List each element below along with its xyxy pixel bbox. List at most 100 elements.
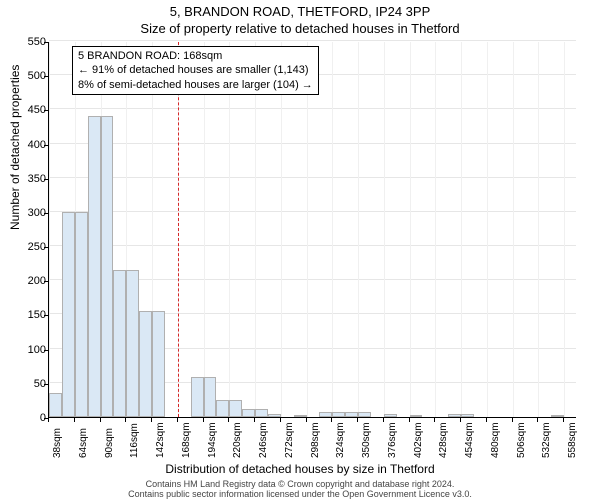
histogram-bar — [62, 212, 75, 417]
histogram-bar — [88, 116, 101, 417]
x-tick-label: 38sqm — [52, 428, 63, 458]
histogram-bar — [268, 414, 281, 417]
x-tick-mark — [460, 418, 461, 422]
x-tick-mark — [151, 418, 152, 422]
histogram-bar — [229, 400, 242, 417]
gridline-h — [49, 245, 576, 246]
x-axis-label: Distribution of detached houses by size … — [0, 462, 600, 476]
gridline-v — [538, 42, 539, 417]
x-tick-mark — [48, 418, 49, 422]
histogram-bar — [113, 270, 126, 417]
x-tick-mark — [280, 418, 281, 422]
x-tick-mark — [563, 418, 564, 422]
x-tick-label: 142sqm — [155, 422, 166, 458]
y-tick-mark — [44, 42, 48, 43]
histogram-bar — [319, 412, 332, 417]
x-tick-label: 220sqm — [232, 422, 243, 458]
chart-container: 5, BRANDON ROAD, THETFORD, IP24 3PP Size… — [0, 0, 600, 500]
x-tick-mark — [331, 418, 332, 422]
x-tick-mark — [306, 418, 307, 422]
y-tick-mark — [44, 145, 48, 146]
chart-title-2: Size of property relative to detached ho… — [0, 21, 600, 36]
gridline-v — [564, 42, 565, 417]
gridline-v — [384, 42, 385, 417]
x-tick-label: 272sqm — [284, 422, 295, 458]
gridline-v — [255, 42, 256, 417]
gridline-v — [358, 42, 359, 417]
x-tick-mark — [100, 418, 101, 422]
histogram-bar — [448, 414, 461, 417]
x-tick-mark — [177, 418, 178, 422]
gridline-v — [307, 42, 308, 417]
histogram-bar — [551, 415, 564, 417]
histogram-bar — [204, 377, 217, 417]
histogram-bar — [101, 116, 114, 417]
y-tick-label: 50 — [6, 378, 46, 390]
x-tick-mark — [125, 418, 126, 422]
histogram-bar — [242, 409, 255, 417]
gridline-v — [229, 42, 230, 417]
x-tick-mark — [512, 418, 513, 422]
histogram-bar — [191, 377, 204, 417]
x-tick-label: 168sqm — [181, 422, 192, 458]
gridline-v — [487, 42, 488, 417]
gridline-h — [49, 108, 576, 109]
x-tick-label: 350sqm — [361, 422, 372, 458]
histogram-bar — [49, 393, 62, 417]
x-tick-label: 402sqm — [413, 422, 424, 458]
gridline-v — [410, 42, 411, 417]
histogram-bar — [358, 412, 371, 417]
y-tick-label: 150 — [6, 309, 46, 321]
x-tick-label: 506sqm — [516, 422, 527, 458]
gridline-h — [49, 211, 576, 212]
histogram-bar — [139, 311, 152, 417]
y-tick-label: 350 — [6, 173, 46, 185]
x-tick-label: 454sqm — [464, 422, 475, 458]
y-tick-mark — [44, 384, 48, 385]
x-tick-label: 298sqm — [310, 422, 321, 458]
x-tick-label: 558sqm — [567, 422, 578, 458]
histogram-bar — [216, 400, 229, 417]
histogram-bar — [332, 412, 345, 417]
y-tick-mark — [44, 179, 48, 180]
y-tick-label: 400 — [6, 139, 46, 151]
x-tick-label: 246sqm — [258, 422, 269, 458]
footer-line-2: Contains public sector information licen… — [128, 489, 472, 499]
histogram-bar — [294, 415, 307, 417]
y-tick-mark — [44, 213, 48, 214]
gridline-v — [513, 42, 514, 417]
reference-line — [178, 42, 179, 417]
y-tick-mark — [44, 110, 48, 111]
y-tick-label: 200 — [6, 275, 46, 287]
y-tick-label: 0 — [6, 412, 46, 424]
y-tick-label: 550 — [6, 36, 46, 48]
x-tick-label: 428sqm — [438, 422, 449, 458]
histogram-bar — [410, 415, 423, 417]
annotation-line-1: 5 BRANDON ROAD: 168sqm — [78, 49, 313, 63]
gridline-v — [435, 42, 436, 417]
gridline-h — [49, 143, 576, 144]
gridline-v — [461, 42, 462, 417]
x-tick-label: 324sqm — [335, 422, 346, 458]
x-tick-mark — [434, 418, 435, 422]
x-tick-label: 90sqm — [104, 428, 115, 458]
footer-note: Contains HM Land Registry data © Crown c… — [0, 480, 600, 500]
y-tick-mark — [44, 281, 48, 282]
gridline-h — [49, 177, 576, 178]
annotation-box: 5 BRANDON ROAD: 168sqm ← 91% of detached… — [72, 46, 319, 95]
y-tick-mark — [44, 350, 48, 351]
x-tick-mark — [383, 418, 384, 422]
x-tick-label: 64sqm — [78, 428, 89, 458]
y-tick-label: 100 — [6, 344, 46, 356]
x-tick-mark — [486, 418, 487, 422]
histogram-bar — [345, 412, 358, 417]
x-tick-mark — [357, 418, 358, 422]
y-tick-mark — [44, 315, 48, 316]
y-tick-mark — [44, 76, 48, 77]
x-tick-label: 480sqm — [490, 422, 501, 458]
histogram-bar — [75, 212, 88, 417]
x-tick-label: 532sqm — [541, 422, 552, 458]
histogram-bar — [384, 414, 397, 417]
x-tick-mark — [203, 418, 204, 422]
x-tick-mark — [537, 418, 538, 422]
